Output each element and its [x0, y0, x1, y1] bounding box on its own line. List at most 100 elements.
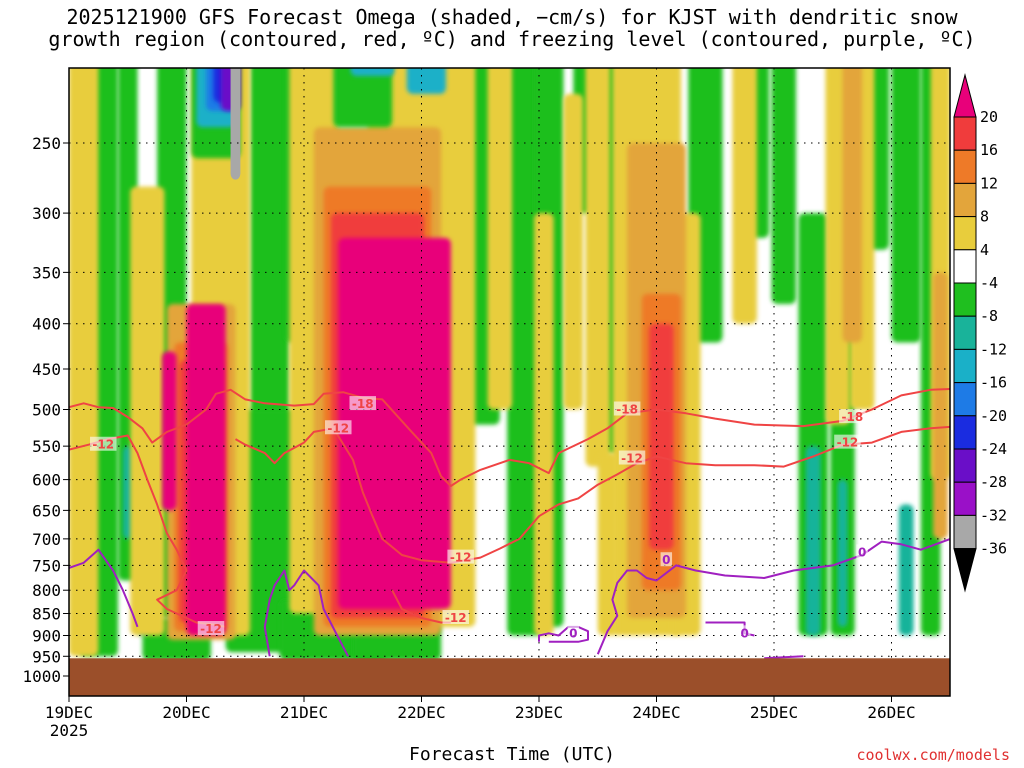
x-tick-label: 21DEC	[280, 703, 328, 722]
colorbar-segment	[953, 149, 977, 184]
y-tick-label: 650	[32, 501, 61, 520]
colorbar-segment	[953, 116, 977, 151]
plot-axes: 250 300 350 400 450 500 550 600 650 700 750 800 850 9…	[22, 134, 915, 740]
colorbar-tick-label: -20	[980, 407, 1007, 425]
dendritic-contour-label: -12	[200, 622, 222, 636]
omega-cell	[186, 303, 226, 636]
omega-cell	[507, 68, 542, 636]
y-tick-label: 450	[32, 360, 61, 379]
x-tick-label: 26DEC	[867, 703, 915, 722]
x-tick-label: 24DEC	[632, 703, 680, 722]
dendritic-contour-label-bg	[349, 396, 376, 411]
y-tick-label: 350	[32, 263, 61, 282]
y-tick-label: 250	[32, 134, 61, 153]
freezing-level-label-bg	[856, 544, 868, 559]
colorbar-segment	[953, 382, 977, 417]
y-tick-label: 500	[32, 401, 61, 420]
dendritic-contour-label-bg	[839, 409, 866, 424]
y-tick-label: 300	[32, 204, 61, 223]
omega-shading	[69, 0, 950, 661]
omega-cell	[649, 323, 674, 550]
colorbar-tick-label: -28	[980, 473, 1007, 491]
dendritic-contour-label-bg	[613, 401, 641, 416]
omega-cell	[350, 68, 395, 76]
colorbar-segment	[953, 415, 977, 450]
omega-cell	[597, 453, 618, 636]
omega-cell	[230, 68, 241, 180]
freezing-level-label-bg	[567, 625, 580, 640]
dendritic-contour-label: -12	[837, 436, 859, 450]
colorbar-tick-label: -8	[980, 307, 998, 325]
omega-cell	[419, 0, 443, 17]
omega-cell	[333, 68, 393, 128]
y-tick-label: 750	[32, 556, 61, 575]
omega-cell	[842, 68, 863, 343]
y-tick-label: 900	[32, 626, 61, 645]
omega-cell	[69, 68, 99, 657]
dendritic-contour-label: -12	[327, 421, 349, 435]
y-tick-label: 950	[32, 647, 61, 666]
omega-cell	[406, 68, 446, 94]
dendritic-contour-minus18	[69, 388, 950, 487]
colorbar-segment	[953, 481, 977, 516]
dendritic-contour-label-bg	[90, 436, 117, 451]
y-tick-label: 700	[32, 530, 61, 549]
source-credit: coolwx.com/models	[856, 746, 1010, 764]
y-tick-label: 1000	[22, 667, 61, 686]
x-tick-label: 25DEC	[750, 703, 798, 722]
colorbar-segment	[953, 514, 977, 550]
x-tick-label: 19DEC	[45, 703, 93, 722]
colorbar-tick-label: 4	[980, 241, 989, 259]
dendritic-contour-label-bg	[197, 621, 225, 636]
dendritic-contour-label: -12	[450, 551, 472, 565]
chart-title: 2025121900 GFS Forecast Omega (shaded, −…	[0, 6, 1024, 50]
freezing-level-contour-f	[764, 655, 804, 660]
omega-cell	[122, 446, 133, 539]
y-tick-label: 600	[32, 471, 61, 490]
dendritic-contour-minus12-a	[69, 434, 226, 628]
x-axis-title: Forecast Time (UTC)	[409, 744, 615, 765]
omega-cell	[585, 68, 610, 467]
colorbar-tick-label: 20	[980, 108, 998, 126]
omega-cell	[130, 186, 165, 636]
title-line-2: growth region (contoured, red, ºC) and f…	[48, 27, 976, 51]
colorbar-top-triangle	[953, 73, 977, 118]
dendritic-contour-label-bg	[442, 610, 470, 625]
colorbar-segment	[953, 282, 977, 317]
dendritic-contour-label: -12	[445, 611, 467, 625]
freezing-level-label: 0	[662, 553, 670, 567]
omega-cell	[363, 0, 392, 37]
title-line-1: 2025121900 GFS Forecast Omega (shaded, −…	[66, 5, 958, 29]
omega-cell	[805, 446, 821, 636]
x-tick-label: 23DEC	[515, 703, 563, 722]
colorbar-tick-label: -16	[980, 374, 1007, 392]
dendritic-contour-label-bg	[447, 549, 474, 564]
plot-frame	[68, 67, 951, 697]
y-tick-label: 800	[32, 581, 61, 600]
freezing-level-label: 0	[569, 626, 577, 640]
colorbar-tick-label: -4	[980, 274, 998, 292]
dendritic-contour-label: -18	[616, 403, 638, 417]
omega-cell	[732, 68, 757, 324]
colorbar-bottom-triangle	[953, 548, 977, 593]
terrain-surface	[69, 658, 950, 696]
colorbar-tick-label: -32	[980, 506, 1007, 524]
colorbar-segment	[953, 182, 977, 218]
colorbar-tick-label: -24	[980, 440, 1007, 458]
colorbar-tick-label: -12	[980, 340, 1007, 358]
omega-cell	[933, 272, 948, 539]
dendritic-contour-label: -18	[352, 397, 374, 411]
freezing-level-contour-b	[263, 569, 349, 657]
dendritic-contour-label-bg	[618, 450, 646, 465]
x-tick-label: 22DEC	[397, 703, 445, 722]
colorbar-tick-label: 8	[980, 208, 989, 226]
x-tick-label: 20DEC	[162, 703, 210, 722]
freezing-level-label: 0	[740, 626, 748, 640]
colorbar-segment	[953, 216, 977, 251]
colorbar-tick-label: 16	[980, 141, 998, 159]
colorbar-segment	[953, 249, 977, 284]
omega-cell	[891, 68, 921, 343]
colorbar-segment	[953, 315, 977, 350]
y-tick-label: 550	[32, 437, 61, 456]
